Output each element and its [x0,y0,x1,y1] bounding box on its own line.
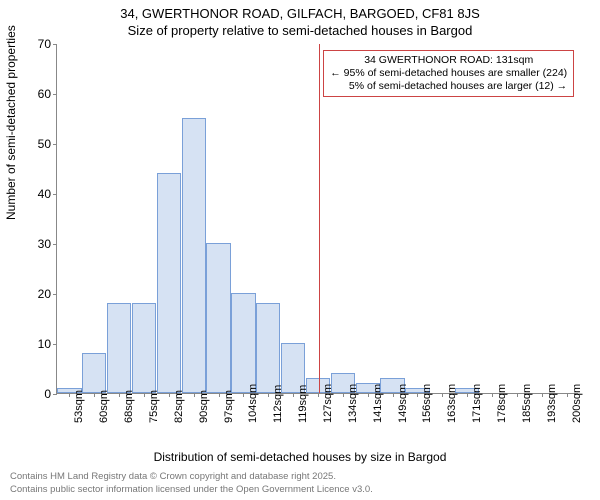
callout-line: 34 GWERTHONOR ROAD: 131sqm [330,54,567,67]
x-tick-mark [293,393,294,397]
x-tick-mark [94,393,95,397]
x-tick-label: 200sqm [571,384,583,423]
x-tick-mark [542,393,543,397]
x-tick-mark [417,393,418,397]
chart-container: 34, GWERTHONOR ROAD, GILFACH, BARGOED, C… [0,0,600,500]
footer-line: Contains public sector information licen… [10,484,373,496]
x-tick-label: 90sqm [198,390,210,423]
y-tick-mark [53,144,57,145]
x-axis-label: Distribution of semi-detached houses by … [0,450,600,464]
x-tick-label: 178sqm [496,384,508,423]
x-tick-label: 82sqm [173,390,185,423]
x-tick-label: 68sqm [123,390,135,423]
footer-attribution: Contains HM Land Registry data © Crown c… [10,471,373,496]
y-axis-label: Number of semi-detached properties [4,25,18,220]
x-tick-label: 193sqm [546,384,558,423]
marker-line [319,44,320,393]
y-tick-label: 60 [21,87,51,101]
y-tick-mark [53,294,57,295]
x-tick-label: 53sqm [73,390,85,423]
x-tick-mark [517,393,518,397]
x-tick-label: 75sqm [148,390,160,423]
title-main: 34, GWERTHONOR ROAD, GILFACH, BARGOED, C… [0,0,600,21]
callout-line: ← 95% of semi-detached houses are smalle… [330,67,567,80]
x-tick-mark [368,393,369,397]
x-tick-label: 97sqm [223,390,235,423]
x-tick-mark [318,393,319,397]
x-tick-label: 185sqm [521,384,533,423]
y-tick-mark [53,194,57,195]
y-tick-label: 30 [21,237,51,251]
y-tick-mark [53,44,57,45]
histogram-bar [182,118,206,393]
histogram-bar [256,303,280,393]
x-tick-mark [393,393,394,397]
y-tick-label: 70 [21,37,51,51]
y-tick-label: 20 [21,287,51,301]
x-tick-mark [268,393,269,397]
x-tick-mark [243,393,244,397]
y-tick-mark [53,244,57,245]
histogram-bar [132,303,156,393]
y-tick-label: 0 [21,387,51,401]
x-tick-mark [144,393,145,397]
callout-box: 34 GWERTHONOR ROAD: 131sqm← 95% of semi-… [323,50,574,97]
y-tick-label: 50 [21,137,51,151]
x-tick-mark [219,393,220,397]
histogram-bar [206,243,230,393]
histogram-bar [157,173,181,393]
footer-line: Contains HM Land Registry data © Crown c… [10,471,373,483]
x-tick-label: 156sqm [421,384,433,423]
histogram-bar [231,293,255,393]
y-tick-mark [53,394,57,395]
x-tick-mark [119,393,120,397]
callout-line: 5% of semi-detached houses are larger (1… [330,80,567,93]
x-tick-mark [343,393,344,397]
x-tick-mark [442,393,443,397]
x-tick-mark [567,393,568,397]
title-sub: Size of property relative to semi-detach… [0,21,600,38]
y-tick-label: 10 [21,337,51,351]
x-tick-mark [194,393,195,397]
x-tick-mark [69,393,70,397]
x-tick-label: 60sqm [98,390,110,423]
x-tick-mark [169,393,170,397]
x-tick-mark [492,393,493,397]
x-tick-label: 171sqm [471,384,483,423]
x-tick-mark [467,393,468,397]
histogram-bar [107,303,131,393]
y-tick-label: 40 [21,187,51,201]
y-tick-mark [53,344,57,345]
y-tick-mark [53,94,57,95]
histogram-bar [82,353,106,393]
plot-area: 34 GWERTHONOR ROAD: 131sqm← 95% of semi-… [56,44,578,394]
